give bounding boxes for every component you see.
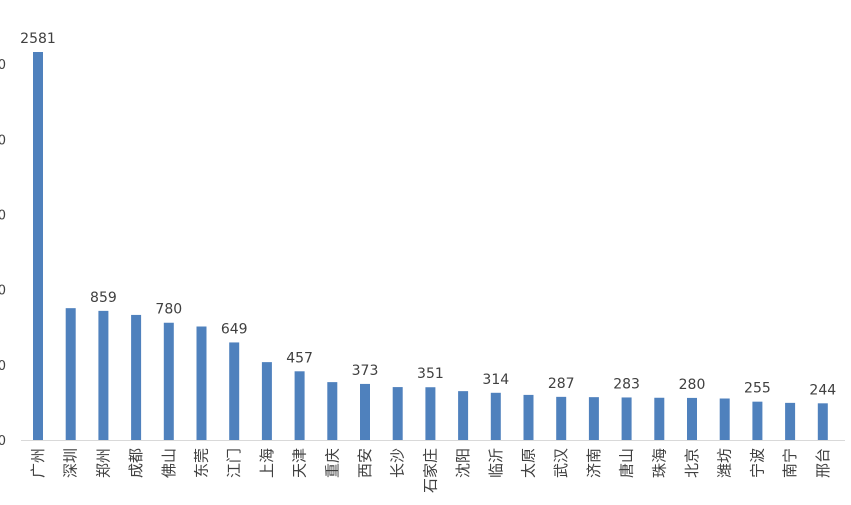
data-label: 373 <box>352 363 379 379</box>
y-tick-label: 1500 <box>0 209 6 224</box>
data-label: 351 <box>417 366 444 382</box>
x-tick-label: 唐山 <box>618 448 636 478</box>
x-tick-label: 佛山 <box>160 448 178 478</box>
y-axis-ticks: 0 500 1000 1500 2000 2500 <box>0 58 6 449</box>
x-tick-label: 天津 <box>291 448 309 478</box>
y-tick-label: 2500 <box>0 58 6 73</box>
bar-宁波 <box>752 401 763 440</box>
x-tick-label: 北京 <box>683 448 701 478</box>
x-tick-label: 潍坊 <box>716 448 734 478</box>
data-label: 287 <box>548 376 575 392</box>
x-tick-label: 武汉 <box>552 448 570 478</box>
y-tick-label: 2000 <box>0 133 6 148</box>
bar-佛山 <box>163 322 174 440</box>
bar-郑州 <box>98 310 109 440</box>
bar-天津 <box>294 371 305 440</box>
data-label: 780 <box>155 302 182 318</box>
bar-沈阳 <box>458 391 469 440</box>
bar-上海 <box>261 362 272 440</box>
x-tick-label: 石家庄 <box>421 448 439 493</box>
x-tick-label: 上海 <box>258 448 276 478</box>
x-tick-label: 重庆 <box>323 448 341 478</box>
data-label: 2581 <box>20 31 56 47</box>
x-tick-label: 临沂 <box>487 448 505 478</box>
x-tick-label: 深圳 <box>62 448 80 478</box>
x-tick-label: 成都 <box>127 448 145 478</box>
bar-长沙 <box>392 387 403 440</box>
bar-江门 <box>229 342 240 440</box>
bar-西安 <box>360 383 370 440</box>
x-tick-label: 广州 <box>29 448 47 478</box>
y-tick-label: 0 <box>0 434 6 449</box>
data-label: 457 <box>286 350 313 366</box>
data-label: 314 <box>482 372 509 388</box>
x-tick-label: 沈阳 <box>454 448 472 478</box>
y-tick-label: 1000 <box>0 284 6 299</box>
bar-临沂 <box>490 392 501 440</box>
bar-广州 <box>33 52 43 440</box>
bar-成都 <box>131 314 142 440</box>
bar-北京 <box>687 397 697 440</box>
bar-潍坊 <box>719 398 730 440</box>
data-label: 255 <box>744 381 771 397</box>
x-tick-label: 邢台 <box>814 448 832 478</box>
x-tick-label: 太原 <box>520 448 538 478</box>
bar-珠海 <box>654 397 665 440</box>
x-axis-ticks: 广州 深圳 郑州 成都 佛山 东莞 江门 上海 天津 重庆 西安 长沙 石家庄 沈阳 临沂 太原 武汉 济南 唐山珠… <box>29 448 832 493</box>
bar-石家庄 <box>425 387 436 440</box>
x-tick-label: 南宁 <box>781 448 799 478</box>
x-tick-label: 东莞 <box>193 448 211 478</box>
data-label: 859 <box>90 290 117 306</box>
bar-东莞 <box>196 326 207 440</box>
data-label: 649 <box>221 321 248 337</box>
x-tick-label: 宁波 <box>748 448 766 478</box>
bar-邢台 <box>817 403 828 440</box>
bar-series <box>33 52 828 440</box>
data-label: 244 <box>809 382 836 398</box>
y-tick-label: 500 <box>0 359 6 374</box>
x-tick-label: 江门 <box>225 448 243 478</box>
x-tick-label: 济南 <box>585 448 603 478</box>
bar-武汉 <box>556 396 567 440</box>
x-tick-label: 珠海 <box>650 448 668 478</box>
bar-重庆 <box>327 382 338 440</box>
x-tick-label: 西安 <box>356 448 374 478</box>
data-labels: 2581 859 780 649 457 373 351 314 287 283 280 255 244 <box>20 31 836 398</box>
data-label: 283 <box>613 376 640 392</box>
x-tick-label: 长沙 <box>389 448 407 478</box>
bar-南宁 <box>785 402 796 440</box>
bar-深圳 <box>65 308 76 440</box>
data-label: 280 <box>679 377 706 393</box>
bar-济南 <box>588 397 599 440</box>
bar-唐山 <box>621 397 632 440</box>
bar-太原 <box>523 394 534 440</box>
x-tick-label: 郑州 <box>94 448 112 478</box>
